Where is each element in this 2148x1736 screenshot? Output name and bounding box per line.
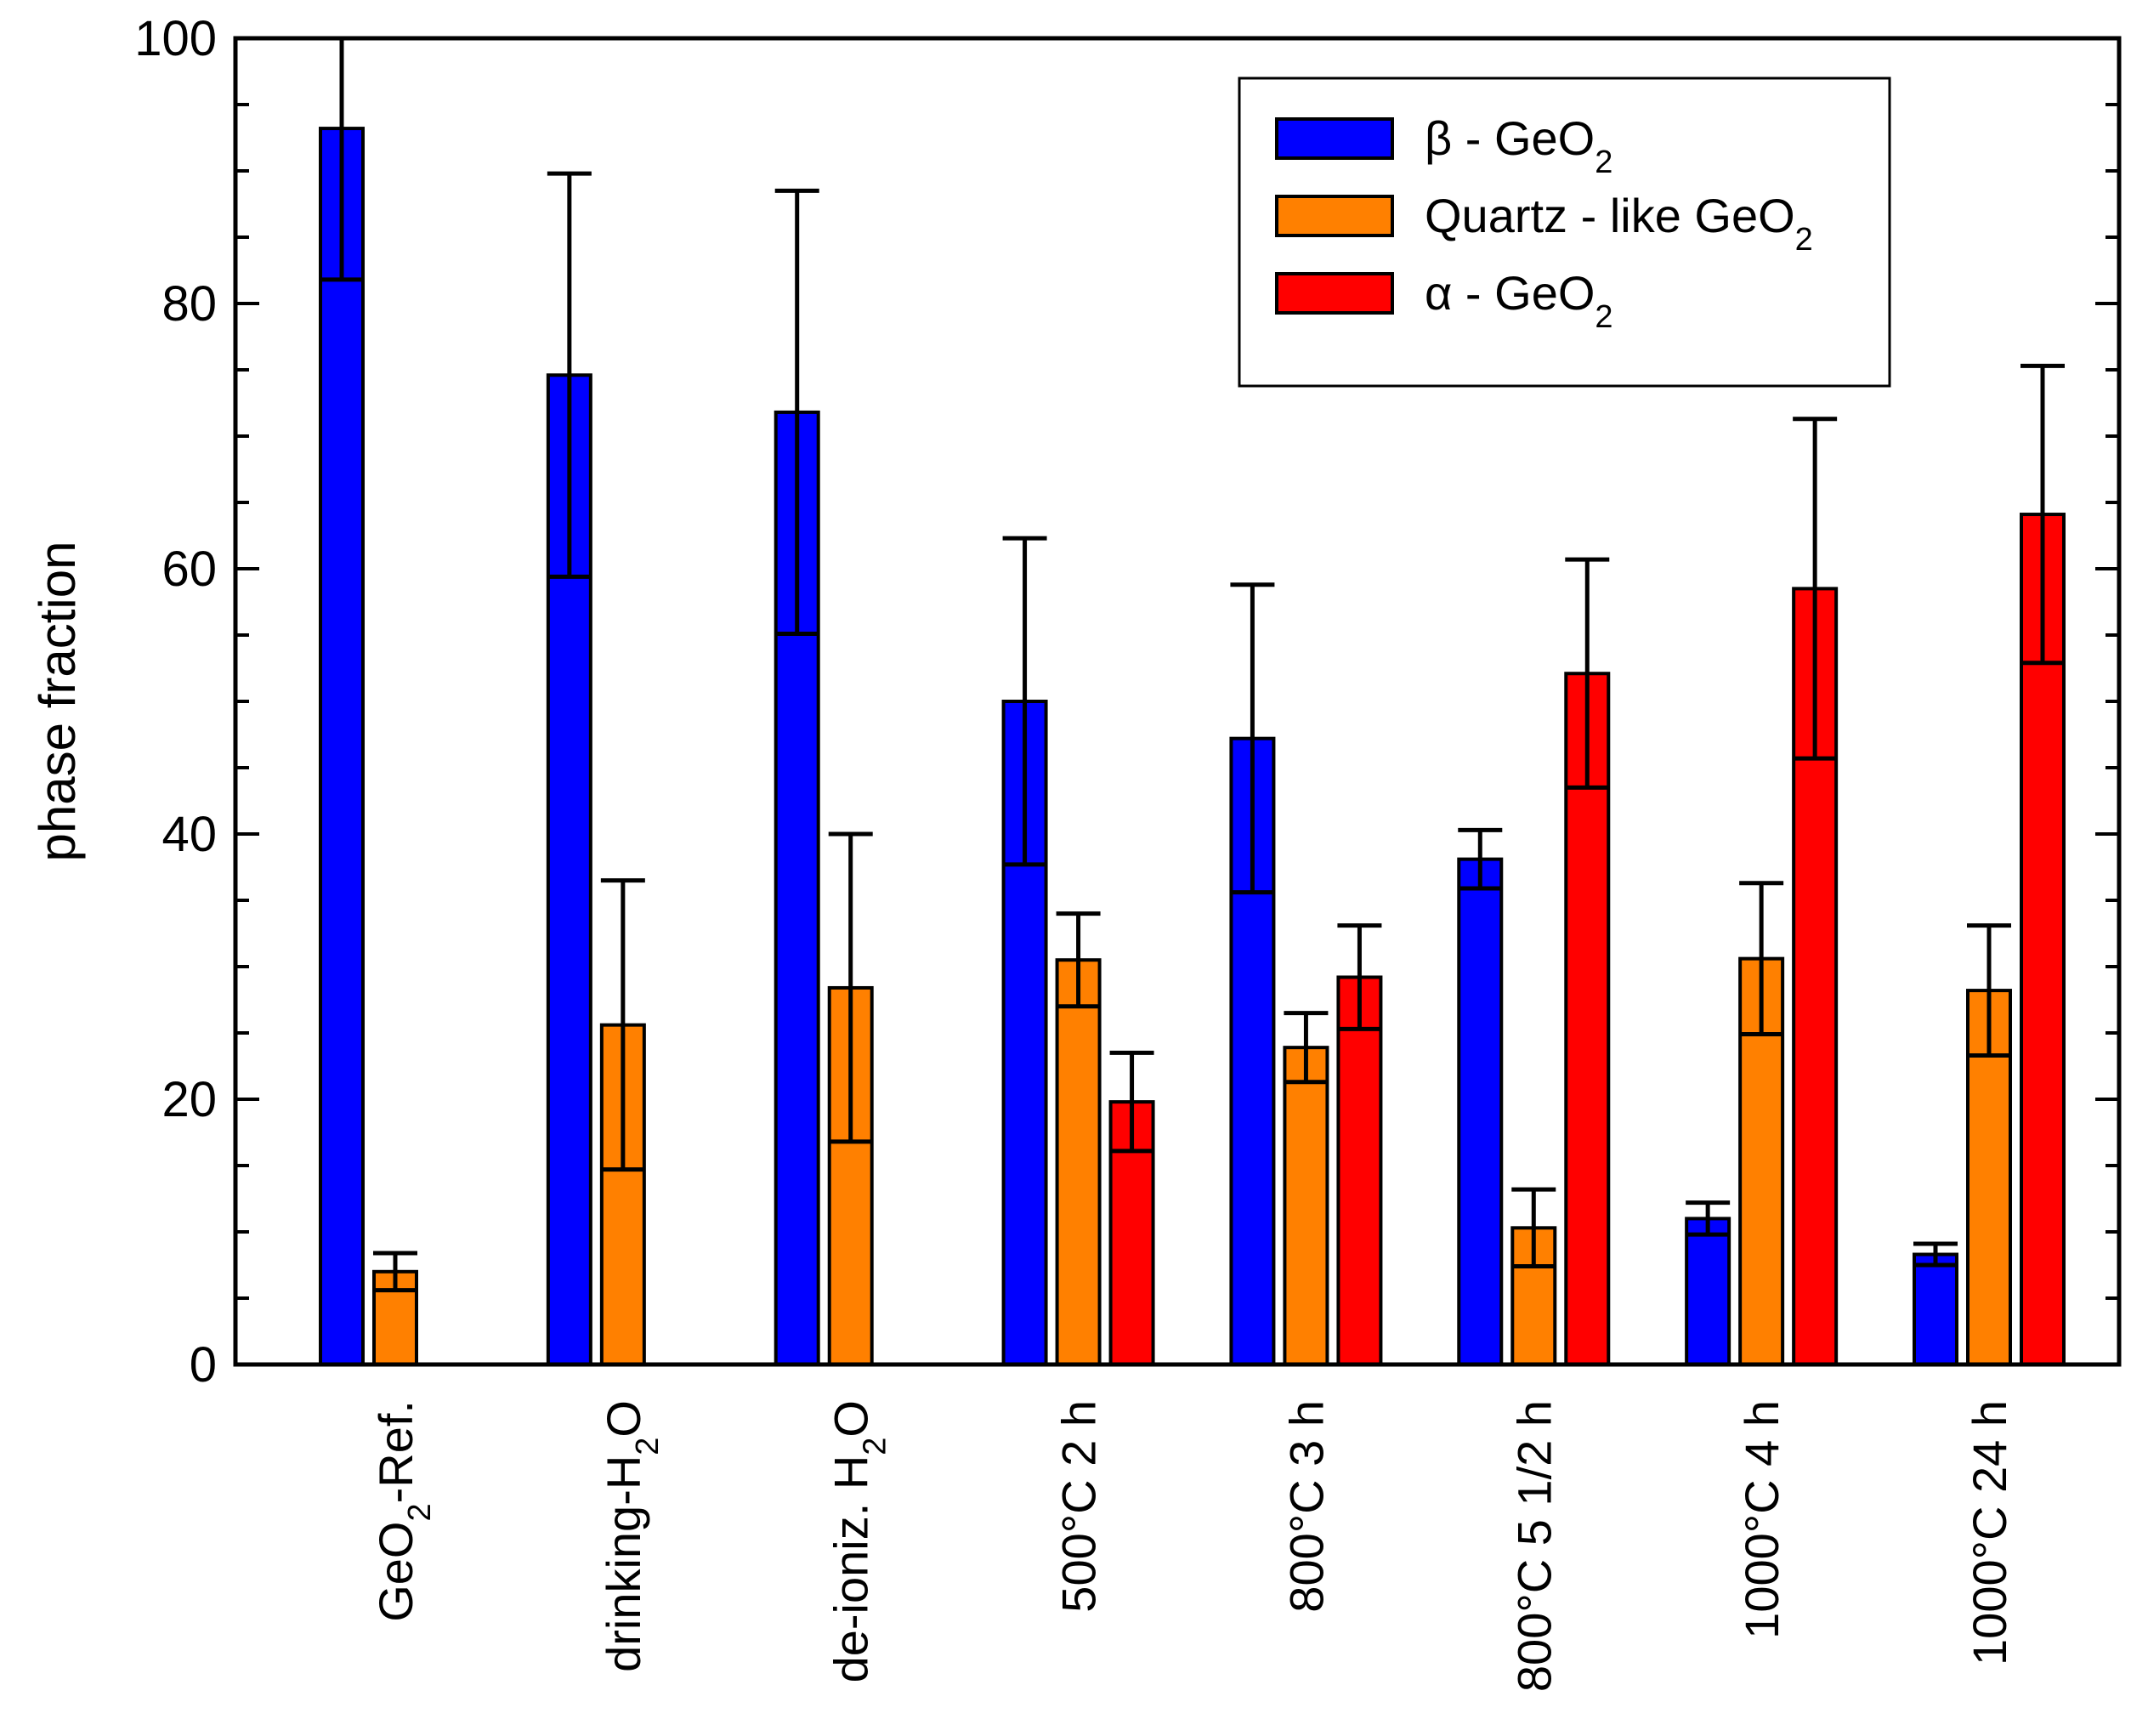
x-tick-label: 800°C 3 h xyxy=(1279,1400,1333,1613)
x-tick-label-text: drinking-H xyxy=(597,1455,650,1672)
x-tick-label-text: 1000°C 24 h xyxy=(1963,1400,2016,1665)
legend-label: α - GeO2 xyxy=(1425,266,1613,335)
x-tick-label-text: -Ref. xyxy=(369,1400,422,1503)
legend-label-subscript: 2 xyxy=(1595,299,1612,335)
x-tick-label-text: O xyxy=(825,1400,878,1438)
x-tick-label: 800°C 5 1/2 h xyxy=(1507,1400,1561,1692)
bars-group xyxy=(319,36,2066,1367)
legend-swatch xyxy=(1275,195,1394,237)
x-tick-label-subscript: 2 xyxy=(630,1438,666,1455)
x-tick-label: de-ioniz. H2O xyxy=(825,1400,893,1682)
legend-label-text: Quartz - like GeO xyxy=(1425,189,1795,242)
x-tick-label: drinking-H2O xyxy=(597,1400,666,1672)
legend-label-text: β - GeO xyxy=(1425,111,1595,165)
y-tick-label: 100 xyxy=(134,11,217,66)
x-tick-label-text: 800°C 3 h xyxy=(1279,1400,1333,1613)
legend-label: Quartz - like GeO2 xyxy=(1425,189,1813,258)
y-tick-label: 0 xyxy=(190,1337,217,1393)
x-tick-label-text: GeO xyxy=(369,1522,422,1622)
x-tick-label: 500°C 2 h xyxy=(1052,1400,1106,1613)
legend-label-text: α - GeO xyxy=(1425,266,1595,320)
bar xyxy=(1283,1046,1329,1367)
x-tick-label: GeO2-Ref. xyxy=(369,1400,438,1622)
bar xyxy=(1336,975,1383,1366)
x-tick-label-subscript: 2 xyxy=(858,1438,893,1455)
x-tick-label-text: O xyxy=(597,1400,650,1438)
bar xyxy=(319,127,365,1367)
y-tick-label: 20 xyxy=(162,1072,217,1127)
y-tick-label: 60 xyxy=(162,542,217,597)
legend-label-subscript: 2 xyxy=(1595,145,1612,180)
x-tick-label-text: 1000°C 4 h xyxy=(1735,1400,1788,1639)
legend-label-subscript: 2 xyxy=(1795,222,1813,258)
plot-frame xyxy=(233,36,2122,1367)
bar xyxy=(1738,956,1785,1366)
bar xyxy=(1457,857,1504,1366)
bar xyxy=(1685,1217,1731,1367)
legend-label: β - GeO2 xyxy=(1425,111,1612,180)
x-tick-label: 1000°C 24 h xyxy=(1963,1400,2016,1665)
x-tick-label-text: de-ioniz. H xyxy=(825,1455,878,1683)
bar xyxy=(1913,1252,1958,1367)
x-tick-label-subscript: 2 xyxy=(402,1503,438,1521)
x-tick-label-text: 500°C 2 h xyxy=(1052,1400,1106,1613)
bar xyxy=(1055,958,1102,1366)
x-tick-label-text: 800°C 5 1/2 h xyxy=(1507,1400,1561,1692)
y-tick-label: 40 xyxy=(162,807,217,862)
y-tick-label: 80 xyxy=(162,276,217,332)
y-axis-title: phase fraction xyxy=(29,542,86,862)
legend-swatch xyxy=(1275,117,1394,160)
x-tick-label: 1000°C 4 h xyxy=(1735,1400,1788,1639)
legend-swatch xyxy=(1275,272,1394,315)
